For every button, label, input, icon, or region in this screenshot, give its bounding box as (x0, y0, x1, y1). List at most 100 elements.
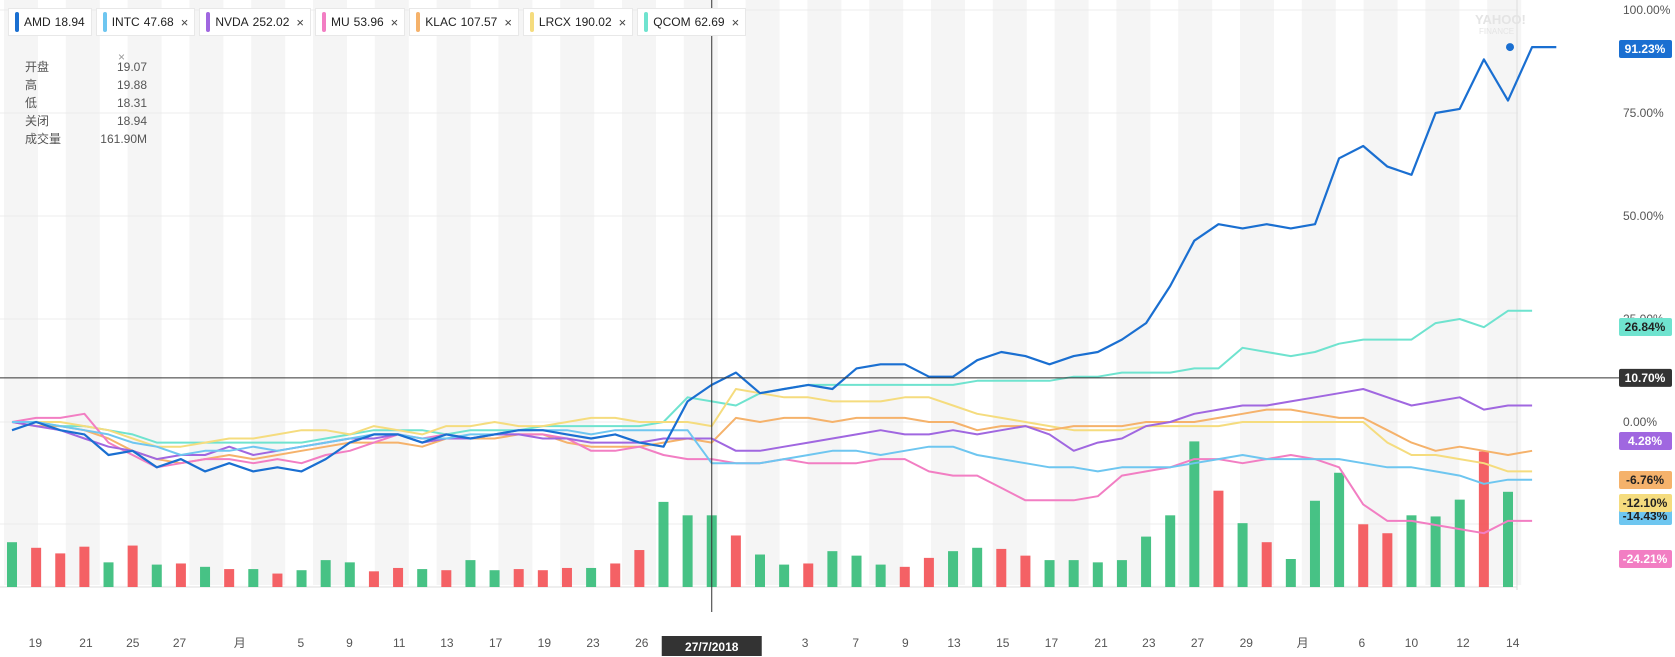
volume-bar (1116, 560, 1127, 587)
legend-chip-klac[interactable]: KLAC 107.57 × (409, 8, 519, 36)
info-label: 成交量 (25, 132, 62, 146)
x-tick-label: 12 (1456, 636, 1470, 650)
legend-chip-qcom[interactable]: QCOM 62.69 × (637, 8, 747, 36)
x-tick-label: 21 (79, 636, 93, 650)
volume-bar (1358, 524, 1369, 587)
end-label-qcom: 26.84% (1619, 318, 1672, 336)
weekend-band (931, 0, 965, 585)
end-label-box (1619, 494, 1672, 512)
volume-bar (948, 551, 959, 587)
legend-chip-intc[interactable]: INTC 47.68 × (95, 8, 196, 36)
x-tick-label: 5 (297, 636, 304, 650)
weekend-band (251, 0, 286, 585)
volume-bar (803, 563, 814, 587)
legend-chip-lrcx[interactable]: LRCX 190.02 × (522, 8, 634, 36)
series-line-lrcx (12, 388, 1533, 473)
x-tick-label: 14 (1506, 636, 1520, 650)
volume-bar (513, 569, 524, 587)
volume-bar (1285, 559, 1296, 587)
end-label-text: 10.70% (1625, 371, 1666, 385)
comparison-legend: AMD 18.94 INTC 47.68 × NVDA 252.02 × MU 53.96 × KLA… (8, 8, 750, 36)
x-tick-label: 9 (346, 636, 353, 650)
volume-bar (393, 567, 404, 587)
weekend-band (374, 0, 409, 585)
x-tick-label: 27 (1191, 636, 1205, 650)
crosshair-date-box (661, 636, 762, 656)
remove-series-icon[interactable]: × (618, 14, 627, 30)
volume-bar (31, 547, 42, 587)
end-label-text: -14.43% (1623, 509, 1668, 523)
weekend-band (1425, 0, 1460, 585)
volume-bar (1382, 533, 1393, 587)
weekend-band (65, 0, 100, 585)
weekend-band (127, 0, 162, 585)
legend-value: 18.94 (54, 15, 85, 29)
info-label: 低 (25, 96, 38, 110)
legend-symbol: AMD (24, 15, 51, 29)
end-label-box (1619, 40, 1672, 58)
legend-chip-mu[interactable]: MU 53.96 × (314, 8, 406, 36)
legend-value: 62.69 (694, 15, 725, 29)
x-tick-label: 23 (1142, 636, 1156, 650)
volume-bar (1044, 560, 1055, 587)
volume-bar (561, 567, 572, 587)
info-row: 低 18.31 (25, 94, 147, 112)
y-axis: 100.00%75.00%50.00%25.00%0.00% (1623, 3, 1671, 429)
x-tick-label: 19 (538, 636, 552, 650)
volume-bar (7, 542, 17, 587)
volume-bar (175, 563, 186, 587)
y-tick-label: 50.00% (1623, 209, 1664, 223)
volume-bar (1213, 490, 1224, 587)
info-row: 开盘 19.07 (25, 58, 147, 76)
volume-bar (1092, 562, 1103, 587)
volume-bar (1430, 516, 1441, 587)
remove-series-icon[interactable]: × (504, 14, 512, 30)
remove-series-icon[interactable]: × (296, 14, 304, 30)
series-color-swatch (206, 12, 211, 32)
volume-bar (417, 569, 428, 587)
series-color-swatch (416, 12, 421, 32)
watermark-line2: FINANCE (1479, 27, 1515, 36)
x-tick-label: 21 (1094, 636, 1108, 650)
remove-series-icon[interactable]: × (390, 14, 399, 30)
x-tick-label: 17 (1045, 636, 1059, 650)
crosshair-value-label: 10.70% (1619, 368, 1672, 387)
volume-bar (200, 566, 211, 587)
series-lines (11, 43, 1557, 535)
volume-bar (1334, 472, 1345, 587)
crosshair-date-label: 27/7/2018 (685, 640, 739, 654)
x-tick-label: 7 (852, 636, 859, 650)
weekend-band (1116, 0, 1151, 585)
watermark-line1: YAHOO! (1475, 12, 1526, 27)
series-end-labels: 91.23% -14.43% 4.28% -24.21% -6.76% -12.10% 26… (1619, 40, 1672, 568)
last-point-marker (1506, 43, 1514, 52)
yahoo-finance-watermark: YAHOO! FINANCE (1475, 12, 1526, 36)
info-value: 18.94 (116, 114, 147, 128)
volume-bar (1309, 500, 1320, 587)
x-tick-label: 6 (1358, 636, 1365, 650)
legend-value: 53.96 (353, 15, 384, 29)
volume-bar (248, 569, 259, 587)
info-label: 关闭 (25, 114, 50, 128)
x-tick-label: 11 (393, 636, 406, 650)
legend-chip-nvda[interactable]: NVDA 252.02 × (199, 8, 311, 36)
legend-chip-amd[interactable]: AMD 18.94 (8, 8, 92, 36)
remove-series-icon[interactable]: × (180, 14, 189, 30)
y-tick-label: 0.00% (1623, 415, 1657, 429)
end-label-box (1619, 368, 1672, 387)
end-label-mu: -24.21% (1619, 550, 1672, 568)
volume-bar (610, 563, 621, 587)
close-icon[interactable]: × (118, 50, 126, 64)
weekend-band (1301, 0, 1336, 585)
info-value: 19.88 (116, 78, 147, 92)
x-axis: 19 21 25 27 月 5 9 11 13 17 19 23 26 月 3 7 9 13 15 17 21 23 27 2… (29, 636, 1520, 656)
remove-series-icon[interactable]: × (731, 14, 740, 30)
volume-bar (1261, 542, 1272, 587)
series-line-intc (12, 421, 1533, 485)
volume-bar (972, 547, 983, 587)
volume-bar (1237, 523, 1248, 587)
x-tick-label: 27 (173, 636, 187, 650)
end-label-box (1619, 432, 1672, 450)
volume-bar (996, 548, 1007, 587)
